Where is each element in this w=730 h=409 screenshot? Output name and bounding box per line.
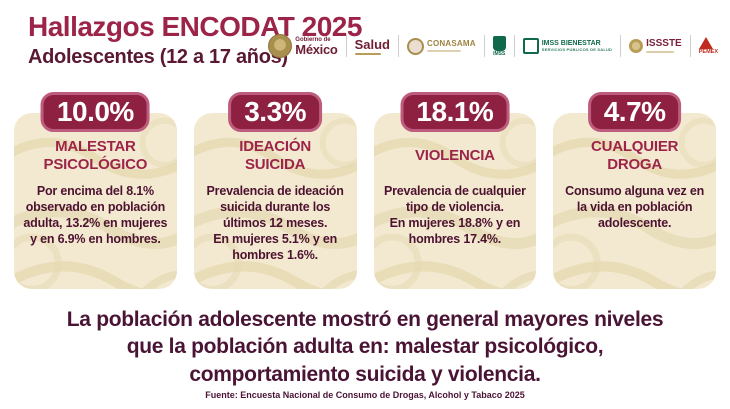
card-body: Prevalencia de cualquier tipo de violenc…	[382, 183, 529, 247]
card-violencia: 18.1% VIOLENCIA Prevalencia de cualquier…	[373, 92, 537, 289]
imss-bienestar-icon	[522, 38, 539, 54]
summary-line-3: comportamiento suicida y violencia.	[189, 362, 541, 386]
logo-imss: IMSS	[492, 35, 506, 57]
card-title: MALESTAR PSICOLÓGICO	[43, 138, 148, 173]
issste-icon	[629, 39, 644, 53]
card-body-line: En mujeres 18.8% y en hombres 17.4%.	[389, 216, 521, 246]
gobierno-de-label: Gobierno de	[295, 36, 331, 43]
card-ideacion-suicida: 3.3% IDEACIÓN SUICIDA Prevalencia de ide…	[193, 92, 357, 289]
card-body-line: Prevalencia de cualquier tipo de violenc…	[383, 184, 526, 214]
mexico-eagle-icon	[268, 34, 293, 58]
logo-pemex: PEMEX	[698, 36, 718, 56]
stat-badge: 18.1%	[400, 92, 510, 133]
card-title: CUALQUIER DROGA	[590, 138, 679, 173]
mexico-label: México	[295, 41, 338, 57]
salud-underline	[354, 52, 381, 55]
pemex-label: PEMEX	[698, 48, 718, 55]
summary-statement: La población adolescente mostró en gener…	[0, 306, 730, 388]
stat-badge: 4.7%	[587, 92, 682, 133]
logo-imss-bienestar: IMSS BIENESTAR SERVICIOS PÚBLICOS DE SAL…	[522, 38, 613, 54]
card-body: Por encima del 8.1% observado en poblaci…	[22, 183, 169, 247]
conasama-label: CONASAMA	[426, 39, 476, 48]
card-title: IDEACIÓN SUICIDA	[239, 138, 311, 173]
stat-cards-row: 10.0% MALESTAR PSICOLÓGICO Por encima de…	[14, 92, 716, 289]
imss-bienestar-label: IMSS BIENESTAR	[541, 39, 601, 47]
header: Hallazgos ENCODAT 2025 Adolescentes (12 …	[0, 0, 730, 82]
logo-conasama: CONASAMA	[406, 37, 476, 55]
title-block: Hallazgos ENCODAT 2025 Adolescentes (12 …	[28, 11, 362, 69]
card-body-line: En mujeres 5.1% y en hombres 1.6%.	[213, 232, 338, 262]
salud-label: Salud	[354, 36, 390, 52]
source-citation: Fuente: Encuesta Nacional de Consumo de …	[205, 390, 525, 400]
page-subtitle: Adolescentes (12 a 17 años)	[28, 45, 288, 68]
card-body: Prevalencia de ideación suicida durante …	[202, 183, 349, 263]
logo-issste: ISSSTE	[629, 39, 682, 53]
conasama-icon	[406, 37, 424, 55]
logo-divider	[689, 35, 691, 57]
imss-label: IMSS	[493, 50, 506, 57]
conasama-underline	[426, 50, 461, 52]
imss-icon	[492, 35, 506, 51]
stat-badge: 3.3%	[228, 92, 323, 133]
page-title: Hallazgos ENCODAT 2025	[28, 11, 362, 42]
card-body-line: Por encima del 8.1% observado en poblaci…	[23, 184, 168, 246]
summary-line-2: que la población adulta en: malestar psi…	[126, 335, 604, 359]
card-malestar-psicologico: 10.0% MALESTAR PSICOLÓGICO Por encima de…	[14, 92, 177, 289]
logo-gobierno-de-mexico: Gobierno de México	[268, 34, 338, 58]
logo-salud: Salud	[354, 36, 390, 55]
logo-divider	[620, 35, 622, 57]
card-title: VIOLENCIA	[414, 147, 495, 164]
issste-underline	[646, 51, 675, 53]
logo-divider	[513, 35, 515, 57]
stat-badge: 10.0%	[40, 92, 150, 133]
institution-logo-strip: Gobierno de México Salud CONASAMA IMSS	[268, 30, 718, 62]
card-body-line: Consumo alguna vez en la vida en poblaci…	[565, 184, 705, 230]
card-body: Consumo alguna vez en la vida en poblaci…	[561, 183, 708, 231]
logo-divider	[483, 35, 485, 57]
issste-label: ISSSTE	[646, 38, 682, 49]
logo-divider	[397, 35, 399, 57]
logo-divider	[345, 35, 347, 57]
summary-line-1: La población adolescente mostró en gener…	[66, 308, 664, 331]
imss-bienestar-sublabel: SERVICIOS PÚBLICOS DE SALUD	[541, 47, 613, 53]
pemex-icon	[698, 36, 713, 49]
card-body-line: Prevalencia de ideación suicida durante …	[206, 184, 344, 230]
card-cualquier-droga: 4.7% CUALQUIER DROGA Consumo alguna vez …	[553, 92, 716, 289]
